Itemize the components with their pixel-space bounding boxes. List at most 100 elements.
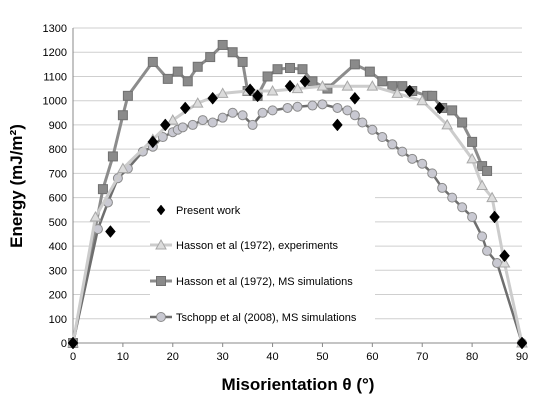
square-marker <box>162 73 173 84</box>
circle-marker <box>187 119 198 130</box>
square-marker <box>457 117 468 128</box>
square-marker <box>447 105 458 116</box>
circle-marker <box>367 124 378 135</box>
series-0 <box>67 74 528 350</box>
square-marker <box>467 136 478 147</box>
triangle-marker <box>341 80 354 91</box>
circle-marker <box>317 99 328 110</box>
diamond-marker <box>434 101 446 115</box>
y-axis-title: Energy (mJ/m²) <box>7 124 26 248</box>
triangle-marker <box>466 152 478 164</box>
diamond-marker <box>105 225 116 238</box>
triangle-marker <box>476 179 488 190</box>
x-tick-label: 10 <box>117 351 129 363</box>
legend-label: Present work <box>176 205 241 217</box>
square-marker <box>364 66 375 77</box>
square-marker <box>285 62 296 73</box>
circle-marker <box>397 146 408 157</box>
circle-marker <box>417 158 428 169</box>
circle-marker <box>377 132 388 143</box>
x-tick-label: 50 <box>316 351 328 363</box>
y-tick-label: 0 <box>61 338 67 350</box>
y-tick-label: 200 <box>49 290 67 302</box>
x-tick-label: 90 <box>516 351 528 363</box>
circle-marker <box>257 107 268 118</box>
triangle-marker <box>89 210 102 222</box>
circle-marker <box>427 168 438 179</box>
square-marker <box>262 71 273 82</box>
y-tick-label: 1000 <box>43 96 67 108</box>
square-marker <box>377 76 388 87</box>
diamond-marker <box>179 101 191 115</box>
legend-item: Hasson et al (1972), experiments <box>150 238 339 252</box>
triangle-marker <box>498 257 511 268</box>
square-marker <box>217 39 228 50</box>
y-tick-label: 500 <box>49 217 67 229</box>
circle-marker <box>197 115 208 126</box>
y-tick-label: 1300 <box>43 23 67 35</box>
circle-marker <box>237 110 248 121</box>
triangle-marker <box>416 94 429 106</box>
diamond-marker <box>299 74 311 88</box>
square-marker <box>97 184 108 195</box>
y-tick-label: 300 <box>49 265 67 277</box>
circle-marker <box>177 122 188 133</box>
circle-marker <box>217 112 228 123</box>
y-tick-label: 1100 <box>43 71 67 83</box>
circle-marker <box>457 202 468 213</box>
x-tick-label: 30 <box>217 351 229 363</box>
circle-marker <box>267 105 278 116</box>
circle-marker <box>332 102 343 113</box>
legend-item: Tschopp et al (2008), MS simulations <box>150 312 357 324</box>
circle-marker <box>467 212 478 222</box>
y-tick-label: 1200 <box>43 47 67 59</box>
circle-marker <box>247 119 258 130</box>
circle-marker <box>407 153 418 164</box>
diamond-marker <box>147 135 159 149</box>
triangle-marker <box>316 80 329 91</box>
y-tick-label: 400 <box>49 241 67 253</box>
circle-marker <box>157 132 168 143</box>
circle-marker <box>227 107 238 118</box>
triangle-marker <box>366 80 379 91</box>
diamond-marker <box>284 79 296 93</box>
x-axis-title: Misorientation θ (°) <box>222 375 375 394</box>
y-tick-label: 100 <box>49 314 67 326</box>
legend-square-marker <box>156 276 166 286</box>
diamond-marker <box>349 91 361 105</box>
x-tick-label: 80 <box>466 351 478 363</box>
legend-label: Tschopp et al (2008), MS simulations <box>176 312 357 324</box>
legend-diamond-marker <box>156 204 166 216</box>
diamond-marker <box>516 336 528 350</box>
circle-marker <box>282 102 293 113</box>
diamond-marker <box>67 336 79 350</box>
legend: Present work Hasson et al (1972), experim… <box>150 190 375 330</box>
triangle-marker <box>117 162 129 174</box>
diamond-marker <box>404 84 416 98</box>
triangle-marker <box>191 97 204 108</box>
circle-marker <box>292 101 303 112</box>
legend-label: Hasson et al (1972), experiments <box>176 240 339 252</box>
triangle-marker <box>486 191 498 203</box>
y-tick-label: 800 <box>49 144 67 156</box>
x-tick-label: 60 <box>366 351 378 363</box>
y-tick-label: 600 <box>49 193 67 205</box>
diamond-marker <box>207 91 219 105</box>
square-marker <box>172 66 183 77</box>
triangle-marker <box>216 87 229 98</box>
square-marker <box>387 81 398 92</box>
y-tick-label: 700 <box>49 168 67 180</box>
triangle-marker <box>391 87 404 98</box>
series-layer <box>67 39 528 350</box>
circle-marker <box>307 100 318 111</box>
square-marker <box>227 47 238 58</box>
square-marker <box>205 52 216 63</box>
diamond-marker <box>489 210 500 224</box>
x-tick-label: 0 <box>70 351 76 363</box>
diamond-marker <box>332 118 343 132</box>
circle-marker <box>477 231 488 242</box>
x-tick-label: 40 <box>266 351 278 363</box>
x-tick-label: 70 <box>416 351 428 363</box>
circle-marker <box>349 110 360 121</box>
square-marker <box>427 90 438 101</box>
